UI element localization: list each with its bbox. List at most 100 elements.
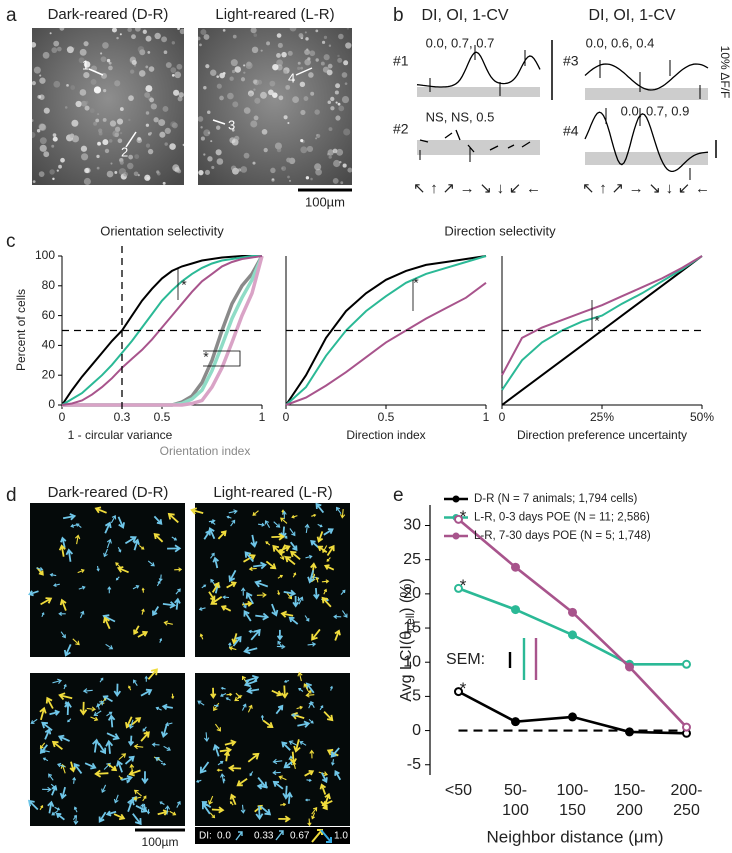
arrow — [59, 598, 67, 611]
cell-soma — [51, 144, 55, 148]
cell-soma — [248, 92, 253, 97]
cell-soma — [165, 62, 172, 69]
cell-soma — [145, 65, 149, 69]
arrow — [317, 545, 328, 554]
cell-soma — [286, 157, 291, 163]
arrow — [305, 554, 313, 559]
arrow — [209, 812, 216, 819]
arrow — [162, 601, 177, 609]
arrow — [124, 755, 135, 765]
cell-soma — [203, 34, 210, 40]
cell-soma — [104, 148, 110, 154]
arrow — [36, 567, 44, 572]
arrow — [219, 693, 227, 697]
di-legend-label: 0.67 — [290, 831, 310, 842]
arrow — [220, 773, 226, 783]
x-tick-label: 100- 150 — [556, 782, 589, 819]
arrow — [146, 809, 151, 815]
arrow — [271, 689, 283, 697]
cell-soma — [128, 118, 131, 122]
cell-soma — [52, 133, 57, 137]
cell-soma — [210, 140, 213, 143]
arrow — [260, 714, 265, 721]
point — [511, 605, 520, 615]
cell-soma — [271, 92, 278, 98]
cell-soma — [215, 149, 222, 156]
image-texture — [32, 28, 184, 185]
arrow — [96, 565, 100, 572]
panel-letter: b — [393, 5, 404, 26]
arrow — [336, 506, 342, 515]
arrow — [165, 722, 173, 727]
cell-soma — [276, 147, 282, 153]
di-legend-bar — [195, 827, 350, 844]
cell-soma — [137, 136, 141, 141]
di-legend-label: 1.0 — [334, 831, 348, 842]
cell-soma — [308, 72, 314, 78]
cell-soma — [32, 81, 36, 86]
arrow — [118, 753, 127, 760]
cell-soma — [335, 83, 341, 89]
arrow — [116, 760, 123, 773]
cell-soma — [111, 28, 117, 33]
cell-soma — [315, 168, 322, 176]
cell-soma — [102, 139, 109, 146]
cell-soma — [291, 78, 295, 82]
cell-soma — [320, 61, 325, 66]
arrow — [264, 520, 271, 528]
panel-letter: e — [393, 485, 404, 506]
arrow — [248, 566, 257, 572]
cell-soma — [337, 57, 343, 63]
arrow — [161, 703, 173, 711]
cell-soma — [32, 119, 34, 122]
cell-soma — [33, 66, 41, 74]
arrow — [231, 633, 238, 645]
cell-soma — [323, 35, 328, 40]
cell-soma — [333, 159, 341, 168]
cell-soma — [128, 154, 134, 160]
cell-soma — [116, 36, 119, 40]
arrow — [305, 682, 315, 694]
arrow — [49, 709, 61, 716]
cell-soma — [287, 121, 290, 125]
cell-indices: 0.0, 0.6, 0.4 — [586, 35, 655, 50]
arrow — [167, 512, 179, 524]
arrow — [217, 530, 227, 540]
arrow — [121, 775, 133, 782]
arrow — [153, 515, 163, 525]
cell-soma — [96, 154, 100, 159]
cell-soma — [117, 138, 123, 144]
y-tick-label: 60 — [42, 308, 56, 322]
arrow — [141, 771, 149, 785]
arrow — [280, 802, 287, 807]
arrow — [141, 608, 145, 615]
arrow — [107, 763, 118, 772]
arrow — [244, 551, 254, 563]
arrow — [272, 770, 281, 776]
di-legend-label: DI: — [199, 831, 212, 842]
line — [458, 587, 687, 666]
cell-soma — [234, 66, 242, 73]
arrow — [220, 686, 226, 690]
arrow — [272, 780, 284, 790]
cell-soma — [103, 88, 107, 93]
cell-soma — [335, 115, 341, 121]
arrow — [197, 700, 205, 706]
arrow — [104, 521, 112, 534]
cell-soma — [131, 34, 136, 40]
arrow — [219, 746, 233, 754]
cell-soma — [229, 76, 234, 81]
cell-soma — [216, 83, 222, 89]
cell-soma — [138, 70, 146, 77]
arrow — [159, 801, 165, 805]
arrow — [201, 801, 212, 809]
arrow — [117, 547, 122, 553]
arrow — [199, 633, 204, 640]
arrow — [228, 509, 238, 515]
cell-soma — [342, 163, 347, 168]
cell-soma — [278, 95, 284, 101]
arrow — [58, 544, 66, 557]
arrow — [176, 800, 181, 808]
arrow — [132, 813, 142, 826]
arrow — [210, 552, 215, 559]
